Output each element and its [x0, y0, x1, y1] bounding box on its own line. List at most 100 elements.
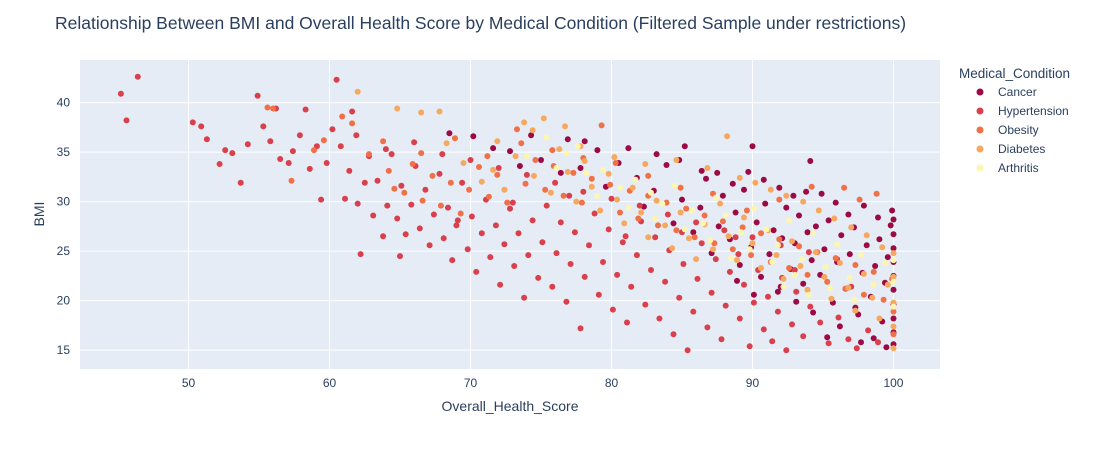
data-point: [563, 298, 570, 305]
data-point: [560, 192, 567, 199]
data-point: [765, 293, 771, 300]
legend-item-cancer[interactable]: Cancer: [976, 85, 1037, 99]
data-point: [684, 347, 691, 354]
data-point: [852, 262, 859, 268]
data-point: [468, 213, 475, 220]
data-point: [890, 286, 897, 293]
data-point: [563, 150, 570, 157]
data-point: [717, 200, 724, 207]
data-point: [549, 283, 556, 290]
data-point: [229, 150, 236, 157]
data-point: [447, 179, 454, 186]
data-point: [817, 319, 824, 326]
data-point: [653, 151, 660, 158]
data-point: [638, 209, 645, 216]
data-point: [722, 212, 729, 219]
data-point: [357, 251, 364, 258]
data-point: [574, 143, 581, 150]
data-point: [459, 179, 466, 186]
data-point: [729, 180, 736, 187]
data-point: [721, 227, 728, 234]
data-point: [745, 168, 752, 175]
data-point: [767, 186, 774, 193]
y-tick-label: 25: [57, 244, 71, 258]
data-point: [557, 219, 564, 226]
data-point: [853, 345, 860, 352]
data-point: [738, 229, 745, 236]
data-point: [497, 281, 504, 288]
data-point: [398, 182, 405, 189]
data-point: [890, 303, 897, 310]
data-point: [464, 246, 471, 253]
legend-item-obesity[interactable]: Obesity: [976, 123, 1039, 137]
data-point: [440, 235, 447, 242]
data-point: [384, 202, 391, 209]
data-point: [260, 123, 267, 130]
data-point: [577, 165, 584, 171]
data-point: [827, 285, 833, 292]
data-point: [445, 204, 451, 211]
data-point: [595, 291, 602, 298]
data-point: [117, 90, 124, 97]
data-point: [736, 262, 743, 268]
data-point: [838, 232, 845, 239]
data-point: [704, 165, 711, 171]
legend-label: Cancer: [998, 85, 1037, 99]
data-point: [495, 165, 502, 171]
data-point: [566, 192, 573, 199]
data-point: [774, 288, 781, 295]
series-hypertension: [117, 73, 881, 354]
data-point: [760, 326, 767, 333]
legend-marker: [976, 126, 984, 134]
data-point: [597, 207, 604, 214]
legend-label: Diabetes: [998, 142, 1045, 156]
data-point: [507, 205, 513, 212]
data-point: [354, 200, 361, 207]
data-point: [254, 92, 261, 99]
data-point: [763, 226, 770, 233]
data-point: [323, 160, 330, 166]
legend-item-hypertension[interactable]: Hypertension: [976, 104, 1069, 118]
data-point: [619, 239, 626, 246]
data-point: [605, 170, 612, 177]
data-point: [810, 230, 817, 237]
data-point: [529, 217, 536, 224]
data-point: [418, 150, 425, 157]
data-point: [736, 174, 743, 181]
data-point: [542, 186, 549, 193]
data-point: [673, 227, 680, 234]
data-point: [134, 73, 141, 80]
data-point: [726, 268, 733, 275]
data-point: [267, 138, 274, 145]
data-point: [769, 259, 776, 265]
data-point: [711, 240, 718, 247]
data-point: [514, 126, 520, 133]
data-point: [306, 165, 313, 172]
legend-item-diabetes[interactable]: Diabetes: [976, 142, 1046, 156]
data-point: [714, 169, 721, 176]
data-point: [769, 338, 776, 345]
data-point: [353, 132, 360, 139]
data-point: [409, 161, 416, 167]
data-point: [664, 211, 671, 218]
data-point: [670, 220, 677, 227]
data-point: [876, 315, 883, 322]
data-point: [564, 168, 571, 175]
data-point: [645, 234, 652, 241]
data-point: [824, 278, 831, 285]
data-point: [430, 211, 437, 218]
data-point: [860, 291, 867, 298]
data-point: [662, 222, 669, 229]
data-point: [681, 143, 688, 150]
legend-item-arthritis[interactable]: Arthritis: [976, 161, 1039, 175]
data-point: [791, 267, 798, 273]
data-point: [577, 325, 584, 332]
data-point: [655, 222, 661, 229]
data-point: [736, 315, 743, 322]
data-point: [708, 289, 715, 296]
data-point: [741, 186, 747, 193]
data-point: [835, 314, 842, 321]
data-point: [676, 294, 683, 301]
data-point: [289, 148, 296, 155]
